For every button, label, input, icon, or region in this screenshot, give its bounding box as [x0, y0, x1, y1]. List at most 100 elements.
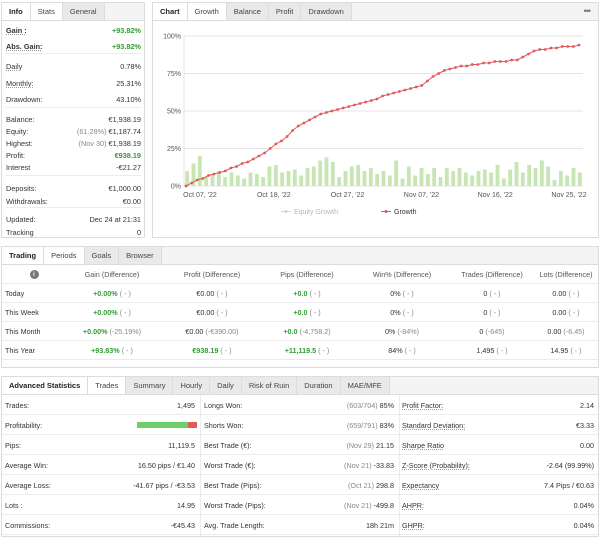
growth-point: [560, 45, 564, 48]
info-row: Highest: (Nov 30) €1,938.19: [2, 137, 144, 149]
tab-duration[interactable]: Duration: [297, 377, 341, 394]
info-row: Tracking 0: [2, 226, 144, 238]
growth-point: [257, 154, 261, 158]
tab-balance[interactable]: Balance: [226, 3, 269, 20]
daily-bar: [368, 168, 373, 186]
daily-bar: [463, 172, 468, 186]
stat-value: €3.33: [576, 420, 594, 430]
stat-note: (Oct 21): [348, 480, 374, 490]
divider: [5, 175, 141, 176]
period-cell: +0.0 (-4,758.2): [262, 322, 352, 341]
info-value-group: €1,938.19: [109, 115, 141, 124]
tab-stats[interactable]: Stats: [30, 3, 63, 20]
period-difference: ( - ): [318, 346, 330, 355]
tab-trades[interactable]: Trades: [88, 377, 127, 394]
tab-trading[interactable]: Trading: [2, 247, 45, 264]
daily-bar: [533, 168, 538, 186]
tab-risk-of-ruin[interactable]: Risk of Ruin: [241, 377, 298, 394]
info-value-group: €1,000.00: [109, 184, 141, 193]
daily-bar: [501, 178, 506, 186]
period-value: 0%: [390, 308, 401, 317]
stat-note: (Nov 21): [344, 460, 372, 470]
profitability-lost: [188, 422, 197, 428]
period-difference: ( - ): [489, 289, 501, 298]
growth-point: [420, 84, 424, 87]
period-cell: 84% ( - ): [352, 341, 452, 360]
info-icon-glyph: i: [29, 270, 39, 279]
info-value-group: €0.00: [123, 197, 141, 206]
stat-value: 21.15: [376, 440, 394, 450]
daily-bar: [337, 177, 342, 186]
growth-point: [577, 43, 581, 47]
growth-chart: 100% 75% 50% 25% 0%Oct 07, '22 Oct 18, '22 Oct…: [163, 34, 587, 217]
daily-bar: [438, 177, 443, 186]
tab-browser[interactable]: Browser: [119, 247, 162, 264]
tab-periods[interactable]: Periods: [44, 247, 85, 264]
tab-mae-mfe[interactable]: MAE/MFE: [340, 377, 390, 394]
more-options-icon[interactable]: •••: [583, 6, 592, 16]
growth-point: [510, 58, 514, 62]
stat-value: 7.4 Pips / €0.63: [544, 480, 594, 490]
daily-bar: [343, 171, 348, 186]
period-difference: ( - ): [216, 289, 228, 298]
daily-bar: [495, 165, 500, 186]
tab-advanced-statistics[interactable]: Advanced Statistics: [2, 377, 89, 394]
info-label: Equity:: [6, 126, 29, 136]
growth-point: [240, 162, 244, 165]
info-value-group: Dec 24 at 21:31: [89, 215, 141, 224]
growth-point: [263, 151, 266, 155]
growth-point: [442, 69, 446, 72]
tab-drawdown[interactable]: Drawdown: [301, 3, 352, 20]
daily-bar: [552, 180, 557, 186]
stat-label-text: Profit Factor:: [402, 400, 444, 410]
daily-bar: [191, 163, 196, 186]
legend-growth-marker: [384, 210, 388, 213]
info-note: (Nov 30): [78, 138, 107, 148]
tab-summary[interactable]: Summary: [126, 377, 174, 394]
daily-bar: [223, 177, 228, 186]
period-cell: €938.19 ( - ): [162, 341, 262, 360]
tab-profit[interactable]: Profit: [268, 3, 302, 20]
growth-point: [195, 178, 199, 182]
growth-point: [381, 94, 384, 98]
info-row: Gain : +93.82%: [2, 24, 144, 36]
tab-general[interactable]: General: [62, 3, 105, 20]
tab-daily[interactable]: Daily: [210, 377, 242, 394]
stat-value: 83%: [379, 420, 394, 430]
daily-bar: [457, 168, 462, 186]
stat-label: Best Trade (Pips):: [204, 480, 262, 490]
tab-hourly[interactable]: Hourly: [173, 377, 211, 394]
tab-chart[interactable]: Chart: [153, 3, 188, 20]
period-difference: ( - ): [220, 346, 232, 355]
stat-label-text: Expectancy: [402, 480, 440, 490]
period-label: Today: [5, 289, 25, 298]
period-cell: 1,495 ( - ): [452, 341, 532, 360]
growth-point: [482, 61, 485, 65]
tab-growth[interactable]: Growth: [187, 3, 227, 20]
growth-point: [470, 63, 474, 66]
daily-bar: [476, 171, 481, 186]
daily-bar: [381, 171, 386, 186]
daily-bar: [489, 172, 494, 186]
stat-value: -€45.43: [170, 520, 195, 530]
info-value-group: €938.19: [115, 151, 141, 160]
info-value-group: +93.82%: [112, 26, 141, 35]
daily-bar: [514, 162, 519, 186]
period-cell: 14.95 ( - ): [532, 341, 600, 360]
daily-bar: [242, 178, 247, 186]
growth-point: [454, 66, 457, 69]
tab-goals[interactable]: Goals: [84, 247, 120, 264]
growth-point: [369, 99, 373, 102]
trading-tabs: Trading Periods Goals Browser: [2, 247, 598, 265]
tab-info[interactable]: Info: [2, 3, 31, 20]
period-value: +0.0: [283, 327, 298, 336]
period-value: €0.00: [196, 308, 215, 317]
legend-equity-growth[interactable]: Equity Growth: [294, 209, 338, 216]
period-difference: (-84%): [397, 327, 419, 336]
period-row: This Week +0.00% ( - ) €0.00 ( - ) +0.0 ( -…: [2, 303, 598, 322]
legend-growth[interactable]: Growth: [394, 209, 417, 216]
info-icon[interactable]: i: [22, 265, 46, 284]
info-value-group: (Nov 30) €1,938.19: [79, 139, 141, 148]
growth-point: [543, 48, 547, 51]
column-divider: [399, 395, 400, 536]
